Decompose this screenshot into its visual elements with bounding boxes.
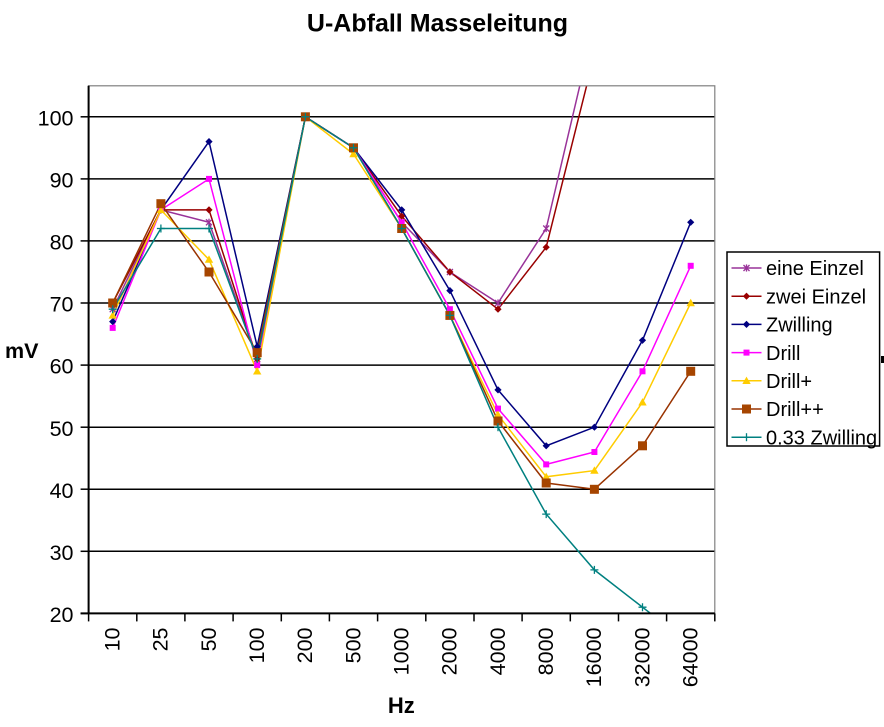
- svg-text:8000: 8000: [534, 627, 558, 675]
- svg-text:1000: 1000: [390, 627, 414, 675]
- svg-text:500: 500: [341, 627, 365, 663]
- svg-text:4000: 4000: [486, 627, 510, 675]
- svg-text:60: 60: [50, 355, 74, 379]
- svg-text:50: 50: [197, 627, 221, 651]
- svg-text:U-Abfall Masseleitung: U-Abfall Masseleitung: [307, 10, 568, 38]
- svg-text:16000: 16000: [582, 627, 606, 687]
- svg-text:50: 50: [50, 417, 74, 441]
- svg-text:0.33 Zwilling: 0.33 Zwilling: [766, 427, 877, 449]
- svg-text:zwei Einzel: zwei Einzel: [766, 286, 866, 308]
- svg-text:100: 100: [38, 106, 74, 130]
- svg-text:Zwilling: Zwilling: [766, 315, 833, 337]
- svg-text:64000: 64000: [679, 627, 703, 687]
- svg-text:Hz: Hz: [388, 693, 415, 718]
- svg-text:25: 25: [149, 627, 173, 651]
- svg-text:10: 10: [101, 627, 125, 651]
- svg-text:20: 20: [50, 603, 74, 627]
- svg-text:40: 40: [50, 479, 74, 503]
- svg-text:Drill+: Drill+: [766, 371, 812, 393]
- svg-text:mV: mV: [5, 339, 39, 363]
- svg-text:80: 80: [50, 231, 74, 255]
- svg-text:200: 200: [293, 627, 317, 663]
- svg-text:eine Einzel: eine Einzel: [766, 258, 864, 280]
- svg-text:32000: 32000: [630, 627, 654, 687]
- svg-text:2000: 2000: [438, 627, 462, 675]
- svg-text:90: 90: [50, 169, 74, 193]
- svg-text:70: 70: [50, 293, 74, 317]
- svg-text:30: 30: [50, 541, 74, 565]
- svg-text:Drill: Drill: [766, 343, 800, 365]
- svg-text:Drill++: Drill++: [766, 399, 824, 421]
- svg-text:100: 100: [245, 627, 269, 663]
